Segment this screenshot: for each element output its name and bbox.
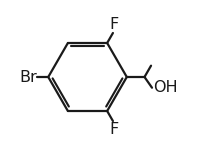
Text: F: F <box>109 17 118 32</box>
Text: Br: Br <box>20 69 38 85</box>
Text: OH: OH <box>153 80 178 95</box>
Text: F: F <box>109 122 118 137</box>
